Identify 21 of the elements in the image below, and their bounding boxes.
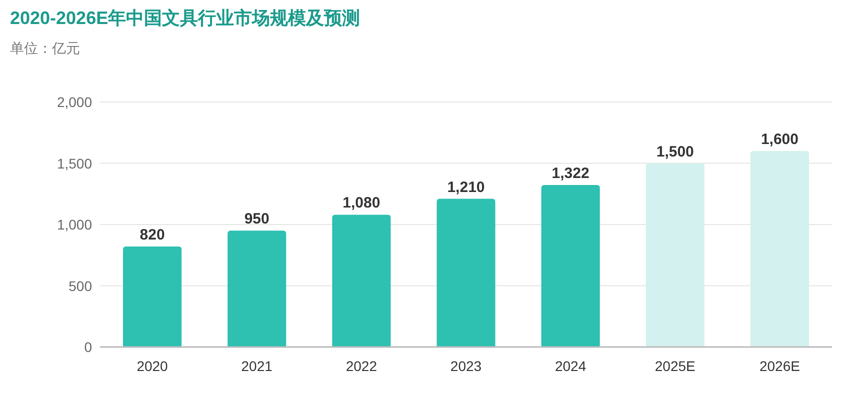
ytick: 2,000 <box>56 94 92 110</box>
data-label: 1,210 <box>447 178 485 196</box>
data-label: 1,600 <box>760 131 798 148</box>
ytick: 0 <box>84 339 92 355</box>
xtick: 2025E <box>654 358 696 374</box>
data-label: 1,322 <box>552 165 590 182</box>
data-label: 1,500 <box>656 143 694 160</box>
xtick: 2021 <box>241 358 272 374</box>
xtick: 2023 <box>450 358 482 374</box>
ytick: 500 <box>68 278 92 294</box>
data-label: 1,080 <box>342 194 380 212</box>
xtick: 2024 <box>555 358 586 374</box>
subtitle: 单位：亿元 <box>10 40 80 56</box>
ytick: 1,000 <box>56 216 92 232</box>
data-label: 820 <box>140 226 165 244</box>
title: 2020-2026E年中国文具行业市场规模及预测 <box>10 8 360 28</box>
xtick: 2026E <box>759 358 800 374</box>
xtick: 2022 <box>346 358 377 374</box>
data-label: 950 <box>244 210 270 228</box>
ytick: 1,500 <box>56 155 92 172</box>
xtick: 2020 <box>136 358 168 374</box>
